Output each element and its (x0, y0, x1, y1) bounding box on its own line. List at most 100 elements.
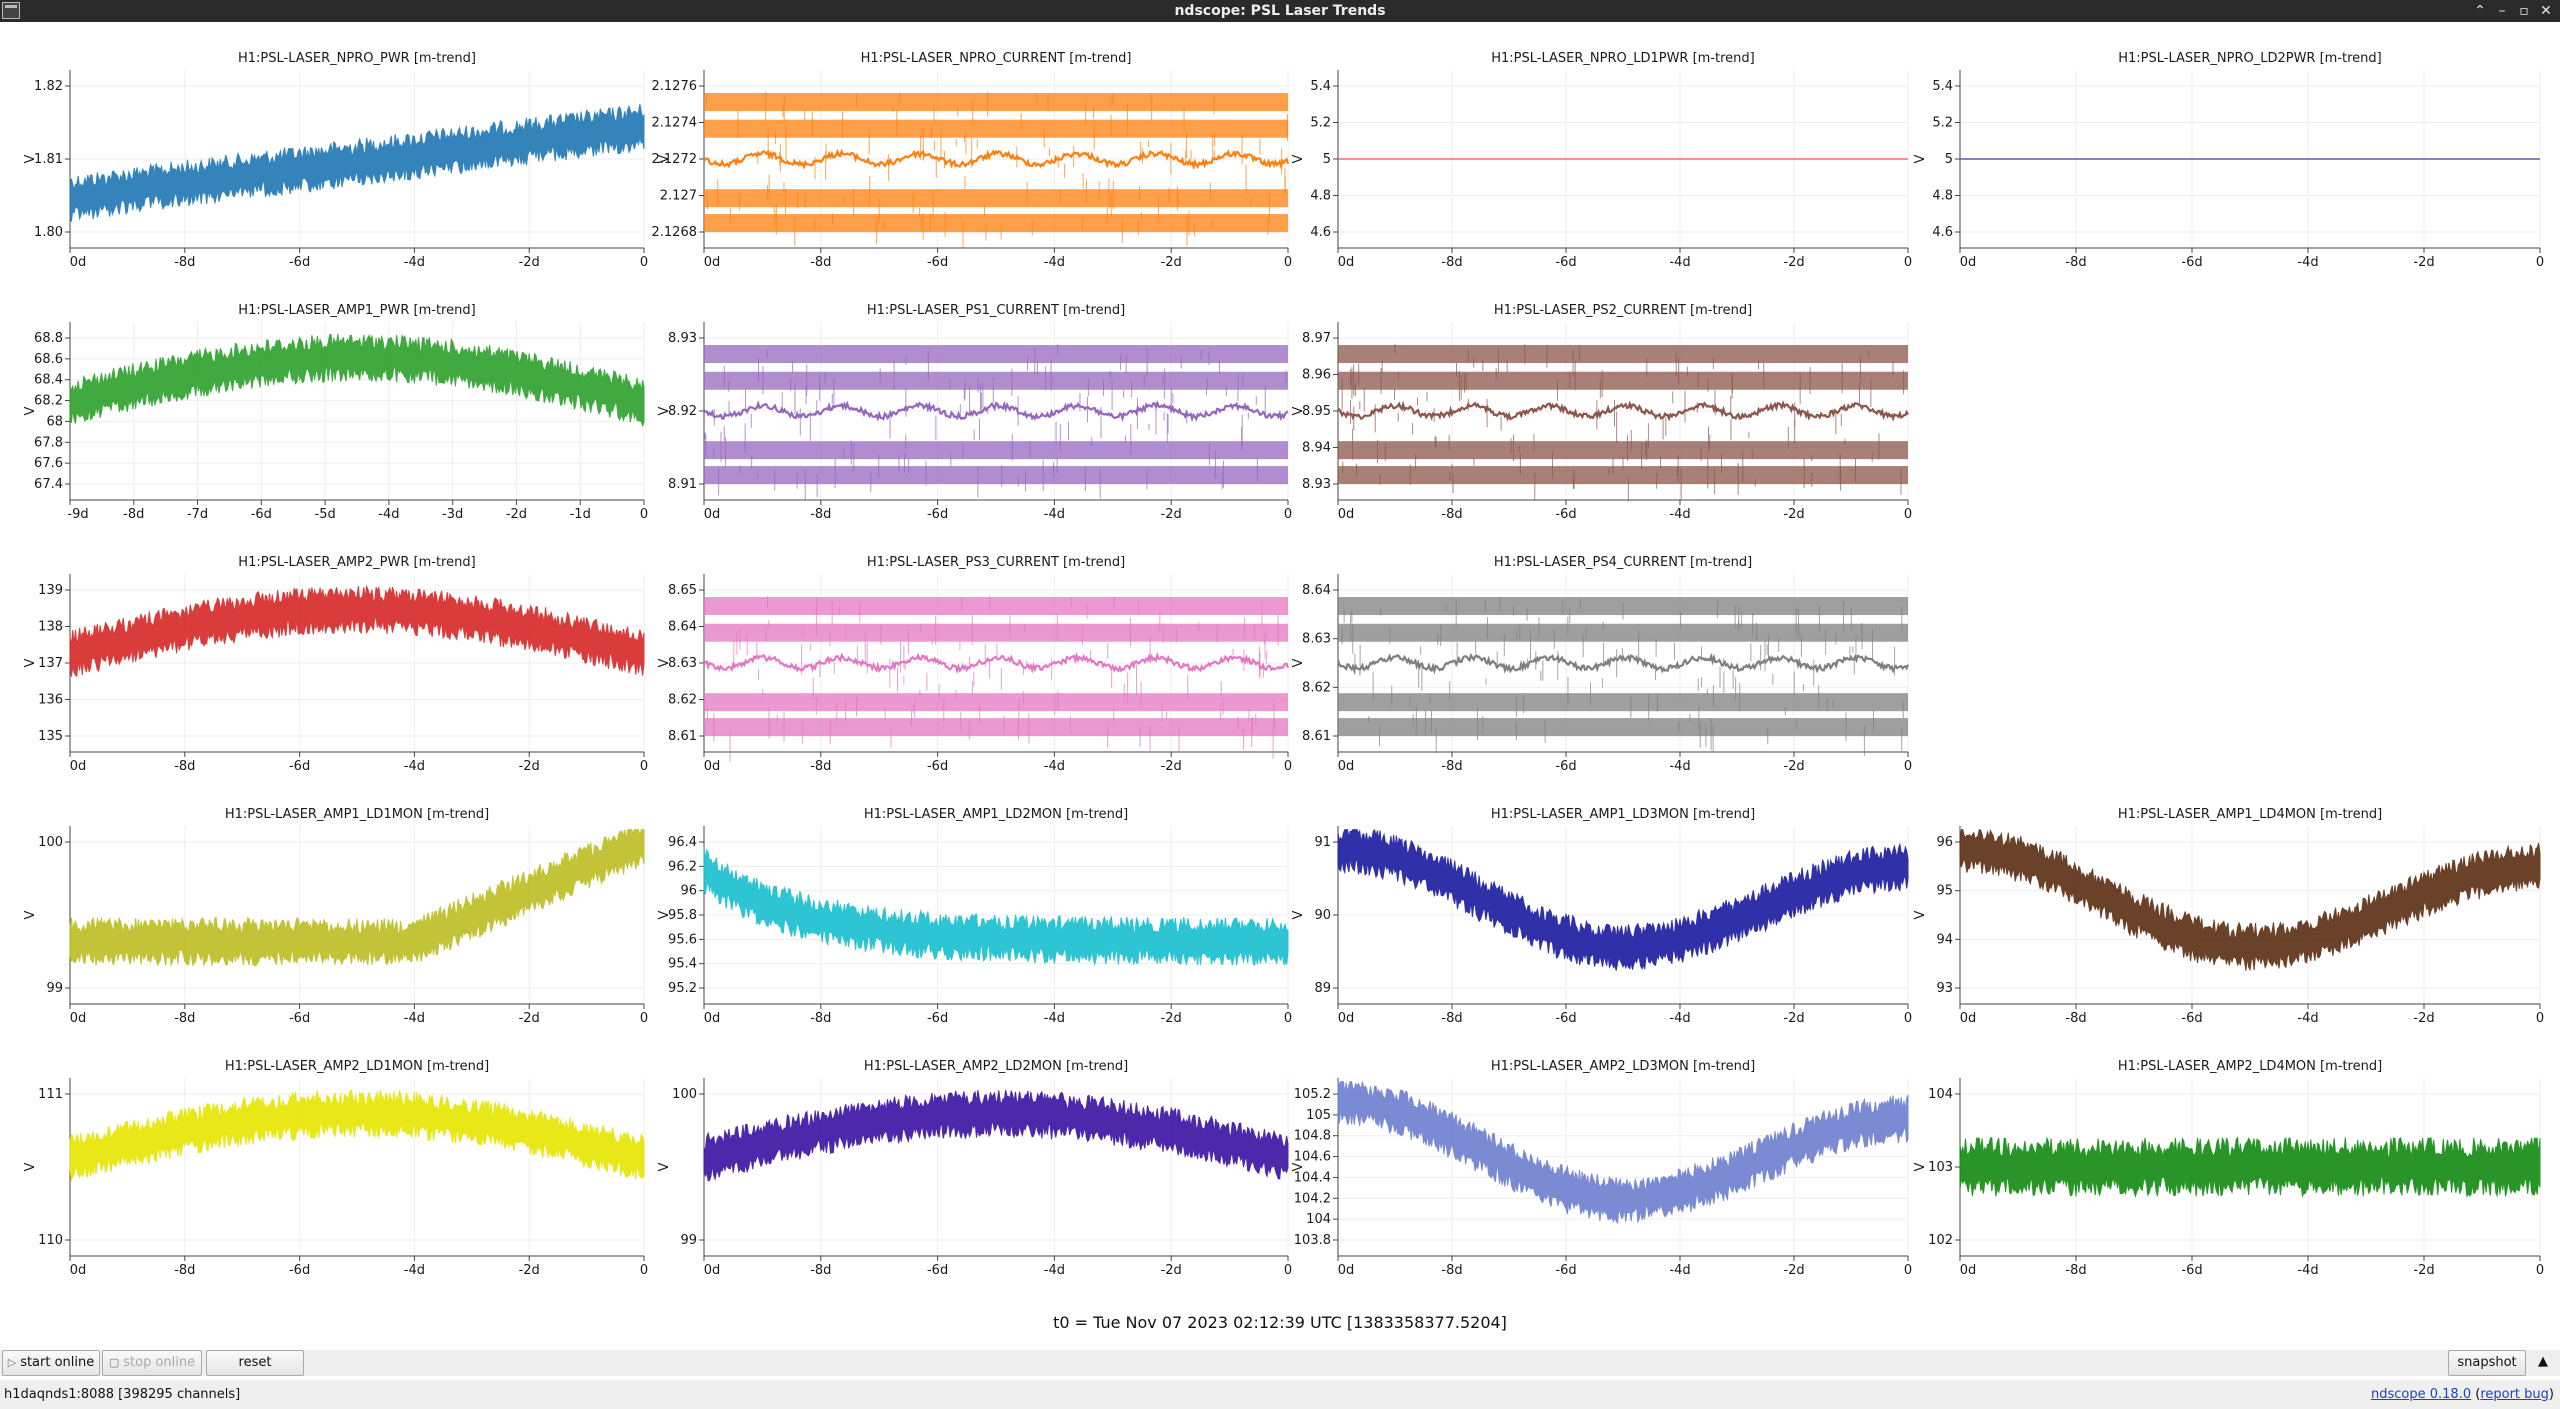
x-tick-label: 0d (1338, 1011, 1355, 1026)
y-axis-label: V (23, 658, 38, 667)
collapse-icon[interactable]: ⌃ (2474, 3, 2486, 19)
app-icon[interactable] (2, 2, 20, 19)
y-tick-label: 104.8 (1294, 1129, 1331, 1144)
plot-panel[interactable]: H1:PSL-LASER_AMP2_LD1MON [m-trend] 111 110… (23, 1059, 648, 1278)
x-tick-label: -2d (1783, 759, 1804, 774)
plots-canvas[interactable]: H1:PSL-LASER_NPRO_PWR [m-trend] 1.82 1.81 1… (0, 22, 2560, 1347)
plot-grid[interactable]: H1:PSL-LASER_NPRO_PWR [m-trend] 1.82 1.81 1… (0, 22, 2560, 1347)
y-tick-label: 91 (1314, 835, 1331, 850)
reset-button[interactable]: reset (206, 1350, 304, 1376)
y-tick-label: 99 (680, 1233, 697, 1248)
x-tick-label: 0 (2536, 1263, 2544, 1278)
x-tick-label: -4d (1044, 759, 1065, 774)
y-tick-label: 99 (46, 981, 63, 996)
y-tick-label: 2.1274 (652, 116, 698, 131)
y-tick-label: 104.6 (1294, 1150, 1331, 1165)
x-tick-label: 0 (640, 1011, 648, 1026)
y-tick-label: 136 (38, 693, 63, 708)
x-tick-label: -6d (2181, 255, 2202, 270)
play-icon: ▷ (7, 1356, 17, 1369)
version-link[interactable]: ndscope 0.18.0 (2371, 1387, 2472, 1402)
report-bug-link[interactable]: report bug (2480, 1387, 2549, 1402)
x-tick-label: -2d (1161, 507, 1182, 522)
reset-label: reset (238, 1355, 272, 1370)
x-tick-label: -4d (1044, 1263, 1065, 1278)
x-tick-label: -4d (1669, 255, 1690, 270)
t0-label: t0 = Tue Nov 07 2023 02:12:39 UTC [13833… (1053, 1313, 1507, 1332)
plot-panel[interactable]: H1:PSL-LASER_PS3_CURRENT [m-trend] 8.65 8.… (657, 555, 1292, 774)
series-envelope (1959, 1136, 2541, 1198)
series-band (704, 466, 1288, 485)
series-band (1338, 466, 1908, 485)
start-online-button[interactable]: ▷ start online (2, 1350, 100, 1376)
series-band (1338, 441, 1908, 460)
x-tick-label: -6d (2181, 1263, 2202, 1278)
series-band (704, 623, 1288, 642)
plot-panel[interactable]: H1:PSL-LASER_AMP1_LD3MON [m-trend] 91 90 89… (1291, 807, 1912, 1026)
x-tick-label: -6d (289, 759, 310, 774)
series-band (1338, 718, 1908, 737)
plot-panel[interactable]: H1:PSL-LASER_NPRO_CURRENT [m-trend] 2.127… (652, 51, 1293, 270)
y-tick-label: 95.8 (668, 908, 697, 923)
plot-panel[interactable]: H1:PSL-LASER_AMP2_LD2MON [m-trend] 100 99 0… (657, 1059, 1292, 1278)
plot-panel[interactable]: H1:PSL-LASER_NPRO_LD1PWR [m-trend] 5.4 5.2… (1291, 51, 1912, 270)
stop-online-button[interactable]: ▢ stop online (102, 1350, 202, 1376)
y-tick-label: 103.8 (1294, 1233, 1331, 1248)
x-tick-label: 0d (1338, 255, 1355, 270)
plot-title: H1:PSL-LASER_NPRO_LD1PWR [m-trend] (1491, 51, 1755, 66)
series-line (703, 399, 1289, 423)
plot-panel[interactable]: H1:PSL-LASER_AMP2_PWR [m-trend] 139 138 137… (23, 555, 648, 774)
y-tick-label: 89 (1314, 981, 1331, 996)
y-tick-label: 5.4 (1310, 79, 1331, 94)
x-tick-label: -4d (404, 255, 425, 270)
x-tick-label: -4d (1044, 255, 1065, 270)
plot-panel[interactable]: H1:PSL-LASER_AMP2_LD4MON [m-trend] 104 103… (1913, 1059, 2544, 1278)
plot-panel[interactable]: H1:PSL-LASER_NPRO_LD2PWR [m-trend] 5.4 5.2… (1913, 51, 2544, 270)
x-tick-label: -4d (1044, 1011, 1065, 1026)
y-axis-label: V (23, 1162, 38, 1171)
plot-title: H1:PSL-LASER_AMP2_LD2MON [m-trend] (864, 1059, 1128, 1074)
x-tick-label: -6d (1555, 759, 1576, 774)
x-tick-label: 0 (640, 507, 648, 522)
plot-panel[interactable]: H1:PSL-LASER_PS4_CURRENT [m-trend] 8.64 8.… (1291, 555, 1912, 774)
x-tick-label: -6d (1555, 507, 1576, 522)
series-envelope (703, 846, 1289, 967)
x-tick-label: 0d (704, 255, 721, 270)
plot-panel[interactable]: H1:PSL-LASER_NPRO_PWR [m-trend] 1.82 1.81 1… (23, 51, 648, 270)
x-tick-label: -9d (67, 507, 88, 522)
x-tick-label: -4d (1669, 507, 1690, 522)
y-axis-label: V (657, 658, 672, 667)
snapshot-button[interactable]: snapshot (2448, 1350, 2526, 1376)
y-tick-label: 5 (1323, 152, 1331, 167)
plot-panel[interactable]: H1:PSL-LASER_AMP1_LD2MON [m-trend] 96.4 96… (657, 807, 1292, 1026)
maximize-icon[interactable]: ▫ (2519, 3, 2529, 19)
plot-panel[interactable]: H1:PSL-LASER_AMP1_PWR [m-trend] 68.8 68.6 6… (23, 303, 648, 522)
y-axis-label: V (1913, 154, 1928, 163)
y-tick-label: 67.4 (34, 477, 63, 492)
x-tick-label: 0d (1338, 759, 1355, 774)
plot-panel[interactable]: H1:PSL-LASER_PS2_CURRENT [m-trend] 8.97 8.… (1291, 303, 1912, 522)
series-band (704, 718, 1288, 737)
y-tick-label: 105 (1306, 1108, 1331, 1123)
y-axis-label: V (1291, 1162, 1306, 1171)
y-tick-label: 139 (38, 583, 63, 598)
y-axis-label: V (1291, 406, 1306, 415)
plot-panel[interactable]: H1:PSL-LASER_AMP2_LD3MON [m-trend] 105.2 1… (1291, 1059, 1912, 1278)
x-tick-label: -8d (810, 1011, 831, 1026)
plot-title: H1:PSL-LASER_PS1_CURRENT [m-trend] (867, 303, 1125, 318)
plot-panel[interactable]: H1:PSL-LASER_AMP1_LD1MON [m-trend] 100 99 0… (23, 807, 648, 1026)
plot-title: H1:PSL-LASER_PS4_CURRENT [m-trend] (1494, 555, 1752, 570)
x-tick-label: -2d (506, 507, 527, 522)
plot-panel[interactable]: H1:PSL-LASER_AMP1_LD4MON [m-trend] 96 95 94… (1913, 807, 2544, 1026)
expand-icon[interactable]: ▲ (2538, 1354, 2548, 1369)
x-tick-label: -6d (1555, 1263, 1576, 1278)
series-envelope (1337, 1081, 1909, 1225)
x-tick-label: -6d (927, 759, 948, 774)
series-envelope (69, 584, 645, 678)
y-tick-label: 111 (38, 1087, 63, 1102)
minimize-icon[interactable]: – (2498, 3, 2506, 19)
y-tick-label: 95.2 (668, 981, 697, 996)
x-tick-label: 0 (2536, 255, 2544, 270)
close-icon[interactable]: ✕ (2540, 3, 2552, 19)
plot-panel[interactable]: H1:PSL-LASER_PS1_CURRENT [m-trend] 8.93 8.… (657, 303, 1292, 522)
